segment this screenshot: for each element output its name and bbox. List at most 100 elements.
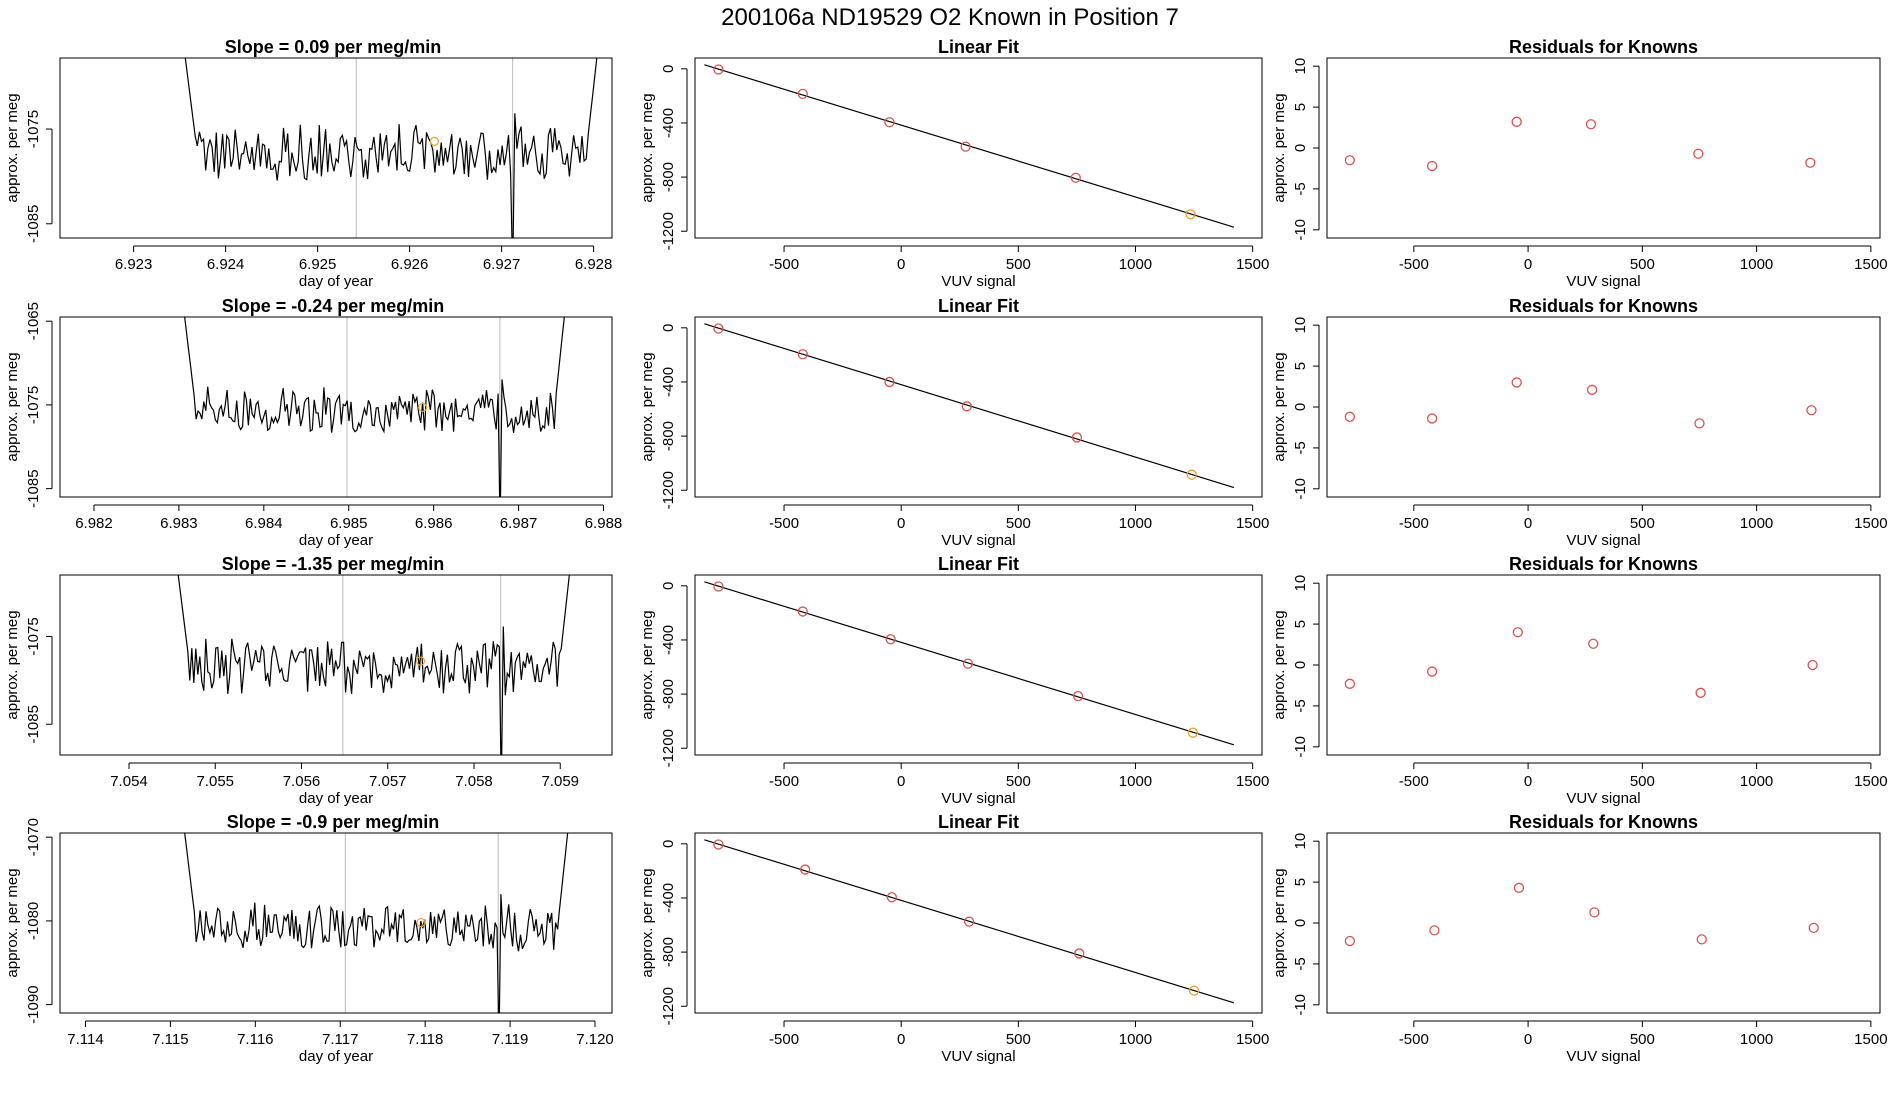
data-point (1344, 411, 1356, 422)
x-tick-label: 6.926 (391, 256, 429, 273)
x-axis: -500 0 500 1000 1500 VUV signal (1399, 245, 1888, 290)
x-axis: -500 0 500 1000 1500 VUV signal (769, 762, 1269, 807)
x-tick-label: -500 (1399, 515, 1429, 532)
panel-r3-c2: Linear Fit -500 0 500 1000 1500 VUV signal 0 -40… (639, 554, 1269, 807)
y-tick-label: -800 (660, 162, 677, 192)
y-axis-title: approx. per meg (639, 610, 656, 719)
y-tick-label: -800 (660, 679, 677, 709)
x-tick-label: 0 (897, 1031, 905, 1048)
highlight-point (418, 402, 428, 413)
y-tick-label: 0 (1292, 661, 1309, 669)
data-point (1805, 157, 1816, 168)
y-tick-label: -800 (660, 937, 677, 967)
plot-frame (59, 574, 613, 756)
x-axis: 7.114 7.115 7.116 7.117 7.118 7.119 7.120 day o… (67, 1020, 614, 1065)
data-point (960, 141, 971, 152)
y-tick-label: -400 (660, 883, 677, 913)
plot-frame (1326, 316, 1881, 498)
y-tick-label: -1085 (25, 469, 42, 507)
y-tick-label: 0 (660, 65, 677, 73)
data-point (713, 64, 724, 75)
x-tick-label: -500 (769, 256, 799, 273)
x-axis-title: VUV signal (941, 790, 1015, 807)
data-layer (1344, 882, 1819, 947)
y-axis-title: approx. per meg (1271, 352, 1288, 461)
x-tick-label: 0 (1524, 1031, 1532, 1048)
x-tick-label: 1000 (1740, 1031, 1773, 1048)
y-tick-label: -800 (660, 421, 677, 451)
y-tick-label: -1085 (25, 205, 42, 243)
y-tick-label: 0 (1292, 919, 1309, 927)
y-tick-label: -1070 (25, 818, 42, 856)
y-tick-label: -5 (1292, 957, 1309, 970)
x-tick-label: 0 (1524, 256, 1532, 273)
x-tick-label: 500 (1630, 773, 1655, 790)
data-point (713, 839, 724, 850)
y-axis-title: approx. per meg (1271, 868, 1288, 977)
x-tick-label: 6.983 (160, 515, 198, 532)
data-point (884, 376, 895, 388)
data-point (885, 634, 896, 645)
x-tick-label: 7.117 (322, 1031, 358, 1048)
x-tick-label: 6.982 (75, 515, 113, 532)
data-layer (1344, 377, 1817, 429)
x-axis-title: day of year (299, 1048, 373, 1065)
highlight-point (416, 917, 426, 928)
data-point (1693, 148, 1704, 159)
y-tick-label: 0 (660, 324, 677, 332)
x-tick-label: 7.119 (492, 1031, 528, 1048)
x-tick-label: 7.059 (541, 773, 579, 790)
x-tick-label: 7.058 (455, 773, 493, 790)
x-axis: -500 0 500 1000 1500 VUV signal (769, 1020, 1269, 1065)
x-tick-label: 6.924 (207, 256, 245, 273)
x-axis: -500 0 500 1000 1500 VUV signal (1399, 1020, 1888, 1065)
y-axis-title: approx. per meg (639, 868, 656, 977)
y-tick-label: 0 (1292, 144, 1309, 152)
x-axis: -500 0 500 1000 1500 VUV signal (1399, 504, 1888, 549)
data-point (799, 864, 811, 875)
y-tick-label: 10 (1292, 833, 1309, 850)
x-tick-label: 1500 (1236, 515, 1269, 532)
y-axis-title: approx. per meg (4, 93, 21, 202)
y-axis-title: approx. per meg (1271, 93, 1288, 202)
plot-frame (59, 316, 613, 498)
y-axis-title: approx. per meg (639, 93, 656, 202)
y-tick-label: -400 (660, 108, 677, 138)
x-tick-label: 1000 (1740, 773, 1773, 790)
y-tick-label: -5 (1292, 441, 1309, 454)
data-point (1344, 678, 1356, 689)
y-tick-label: -10 (1292, 478, 1309, 500)
data-point (1187, 727, 1199, 738)
x-tick-label: 7.114 (67, 1031, 103, 1048)
data-point (963, 916, 975, 927)
data-layer (184, 58, 598, 238)
data-point (1589, 907, 1600, 918)
x-tick-label: 1000 (1740, 515, 1773, 532)
data-layer (704, 64, 1235, 228)
x-tick-label: 1500 (1854, 256, 1887, 273)
y-axis-title: approx. per meg (4, 868, 21, 977)
x-tick-label: 6.928 (575, 256, 613, 273)
x-tick-label: 1500 (1854, 515, 1887, 532)
x-tick-label: 500 (1630, 1031, 1655, 1048)
panel-title: Slope = -0.24 per meg/min (222, 296, 445, 316)
series-line (177, 575, 570, 755)
y-tick-label: -1065 (25, 302, 42, 340)
fit-line (704, 581, 1235, 746)
x-tick-label: 1500 (1854, 773, 1887, 790)
plot-frame (59, 57, 613, 239)
data-point (713, 581, 724, 592)
x-axis: 6.982 6.983 6.984 6.985 6.986 6.987 6.988 day o… (75, 504, 622, 549)
data-point (1344, 155, 1356, 166)
x-axis-title: VUV signal (941, 273, 1015, 290)
y-tick-label: 5 (1292, 878, 1309, 886)
panel-r2-c3: Residuals for Knowns -500 0 500 1000 1500 VUV … (1271, 296, 1888, 549)
y-tick-label: -1075 (25, 110, 42, 148)
data-layer (184, 317, 565, 497)
y-tick-label: -5 (1292, 699, 1309, 712)
